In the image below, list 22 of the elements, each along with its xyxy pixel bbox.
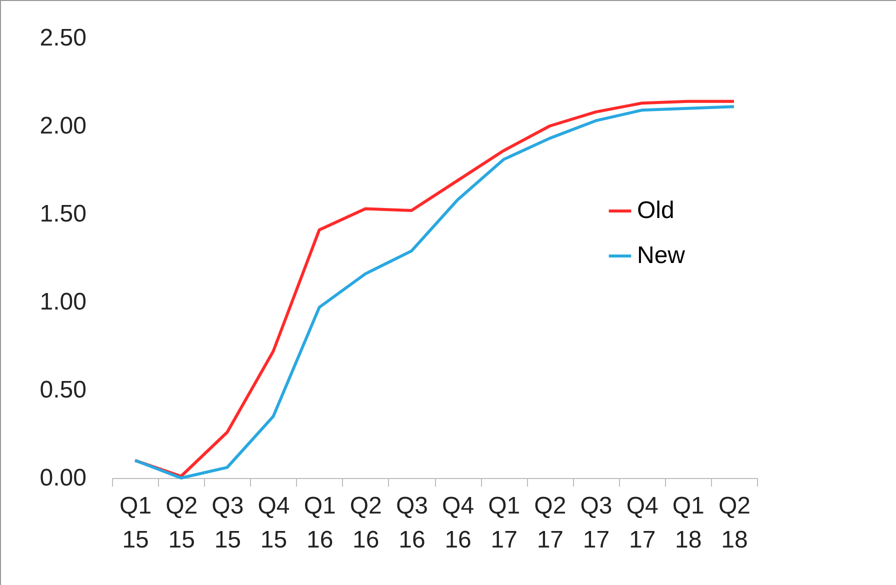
x-tick-label: Q1 17	[488, 492, 520, 554]
legend-label: New	[637, 242, 686, 269]
y-tick-label: 0.00	[40, 464, 86, 492]
x-tick-label: Q2 15	[166, 492, 198, 554]
x-tick-label: Q1 15	[120, 492, 152, 554]
legend-label: Old	[637, 197, 674, 224]
y-tick-label: 2.50	[40, 24, 86, 52]
x-tick-label: Q4 16	[442, 492, 474, 554]
x-tick-label: Q2 18	[718, 492, 750, 554]
x-tick-label: Q3 15	[212, 492, 244, 554]
x-tick-label: Q2 16	[350, 492, 382, 554]
x-tick-label: Q1 18	[672, 492, 704, 554]
x-tick-label: Q3 17	[580, 492, 612, 554]
y-tick-label: 2.00	[40, 112, 86, 140]
x-tick-label: Q1 16	[304, 492, 336, 554]
x-tick-label: Q2 17	[534, 492, 566, 554]
y-tick-label: 1.50	[40, 200, 86, 228]
x-tick-label: Q4 15	[258, 492, 290, 554]
y-tick-label: 1.00	[40, 288, 86, 316]
x-tick-label: Q4 17	[626, 492, 658, 554]
y-tick-label: 0.50	[40, 376, 86, 404]
x-tick-label: Q3 16	[396, 492, 428, 554]
